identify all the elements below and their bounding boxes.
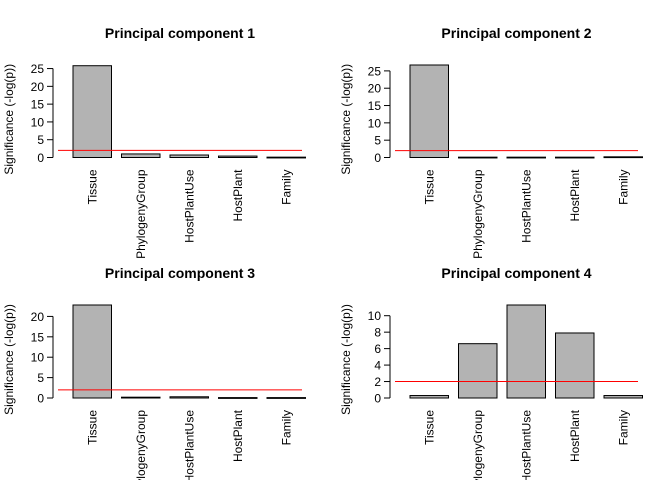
y-tick-label: 25 xyxy=(31,62,45,76)
category-label: HostPlant xyxy=(568,169,582,222)
category-label: Tissue xyxy=(422,410,436,445)
chart-panel-1: Principal component 1 Significance (-log(… xyxy=(2,25,306,259)
bar-hostplantuse xyxy=(506,156,546,159)
category-label: Tissue xyxy=(85,410,99,445)
y-axis-label: Significance (-log(p)) xyxy=(2,64,16,175)
bar-hostplant xyxy=(555,332,595,399)
y-tick-label: 4 xyxy=(374,359,381,373)
category-label: HostPlant xyxy=(568,409,582,462)
category-label: Tissue xyxy=(422,169,436,204)
chart-title: Principal component 3 xyxy=(105,265,255,281)
y-tick-label: 15 xyxy=(31,98,45,112)
bar-family xyxy=(603,156,643,159)
y-tick-label: 8 xyxy=(374,326,381,340)
y-tick-label: 5 xyxy=(37,371,44,385)
y-axis-label: Significance (-log(p)) xyxy=(339,304,353,415)
y-axis-label: Significance (-log(p)) xyxy=(339,64,353,175)
y-tick-label: 5 xyxy=(374,134,381,148)
chart-title: Principal component 1 xyxy=(105,25,255,41)
category-label: HostPlantUse xyxy=(182,169,196,243)
bar-hostplant xyxy=(218,155,258,158)
y-tick-label: 0 xyxy=(374,392,381,406)
y-tick-label: 0 xyxy=(37,392,44,406)
category-label: Family xyxy=(616,170,630,205)
y-tick-label: 20 xyxy=(31,80,45,94)
y-tick-label: 10 xyxy=(368,116,382,130)
chart-panel-2: Principal component 2 Significance (-log(… xyxy=(339,25,643,259)
chart-title: Principal component 2 xyxy=(441,25,591,41)
bar-family xyxy=(266,397,306,399)
y-tick-label: 0 xyxy=(374,151,381,165)
category-label: HostPlant xyxy=(231,169,245,222)
bar-hostplant xyxy=(555,156,595,159)
bar-tissue xyxy=(72,65,112,158)
bar-hostplantuse xyxy=(506,304,546,399)
y-axis-label: Significance (-log(p)) xyxy=(2,304,16,415)
bar-phylogenygroup xyxy=(121,153,161,158)
category-label: HostPlant xyxy=(231,409,245,462)
category-label: HostPlantUse xyxy=(519,169,533,243)
chart-panel-3: Principal component 3 Significance (-log(… xyxy=(2,265,306,480)
category-label: PhylogenyGroup xyxy=(471,169,485,259)
y-tick-label: 10 xyxy=(31,351,45,365)
bar-phylogenygroup xyxy=(458,343,498,399)
bar-family xyxy=(603,395,643,399)
bar-hostplantuse xyxy=(169,154,209,158)
bar-phylogenygroup xyxy=(458,156,498,159)
chart-panel-4: Principal component 4 Significance (-log(… xyxy=(339,265,643,480)
y-tick-label: 5 xyxy=(37,133,44,147)
bar-tissue xyxy=(409,395,449,399)
y-tick-label: 20 xyxy=(368,82,382,96)
y-tick-label: 2 xyxy=(374,375,381,389)
y-tick-label: 10 xyxy=(368,309,382,323)
bar-phylogenygroup xyxy=(121,396,161,399)
bar-tissue xyxy=(409,64,449,158)
bar-family xyxy=(266,156,306,159)
category-label: Family xyxy=(616,410,630,445)
bar-tissue xyxy=(72,304,112,399)
y-tick-label: 10 xyxy=(31,115,45,129)
category-label: Family xyxy=(279,170,293,205)
y-tick-label: 15 xyxy=(368,99,382,113)
y-tick-label: 0 xyxy=(37,151,44,165)
category-label: HostPlantUse xyxy=(519,410,533,480)
category-label: PhylogenyGroup xyxy=(134,169,148,259)
bar-hostplantuse xyxy=(169,396,209,399)
category-label: HostPlantUse xyxy=(182,410,196,480)
category-label: Family xyxy=(279,410,293,445)
y-tick-label: 6 xyxy=(374,342,381,356)
category-label: Tissue xyxy=(85,169,99,204)
y-tick-label: 15 xyxy=(31,330,45,344)
y-tick-label: 20 xyxy=(31,310,45,324)
y-tick-label: 25 xyxy=(368,64,382,78)
category-label: PhylogenyGroup xyxy=(471,410,485,480)
category-label: PhylogenyGroup xyxy=(134,410,148,480)
bar-hostplant xyxy=(218,397,258,399)
chart-title: Principal component 4 xyxy=(441,265,591,281)
